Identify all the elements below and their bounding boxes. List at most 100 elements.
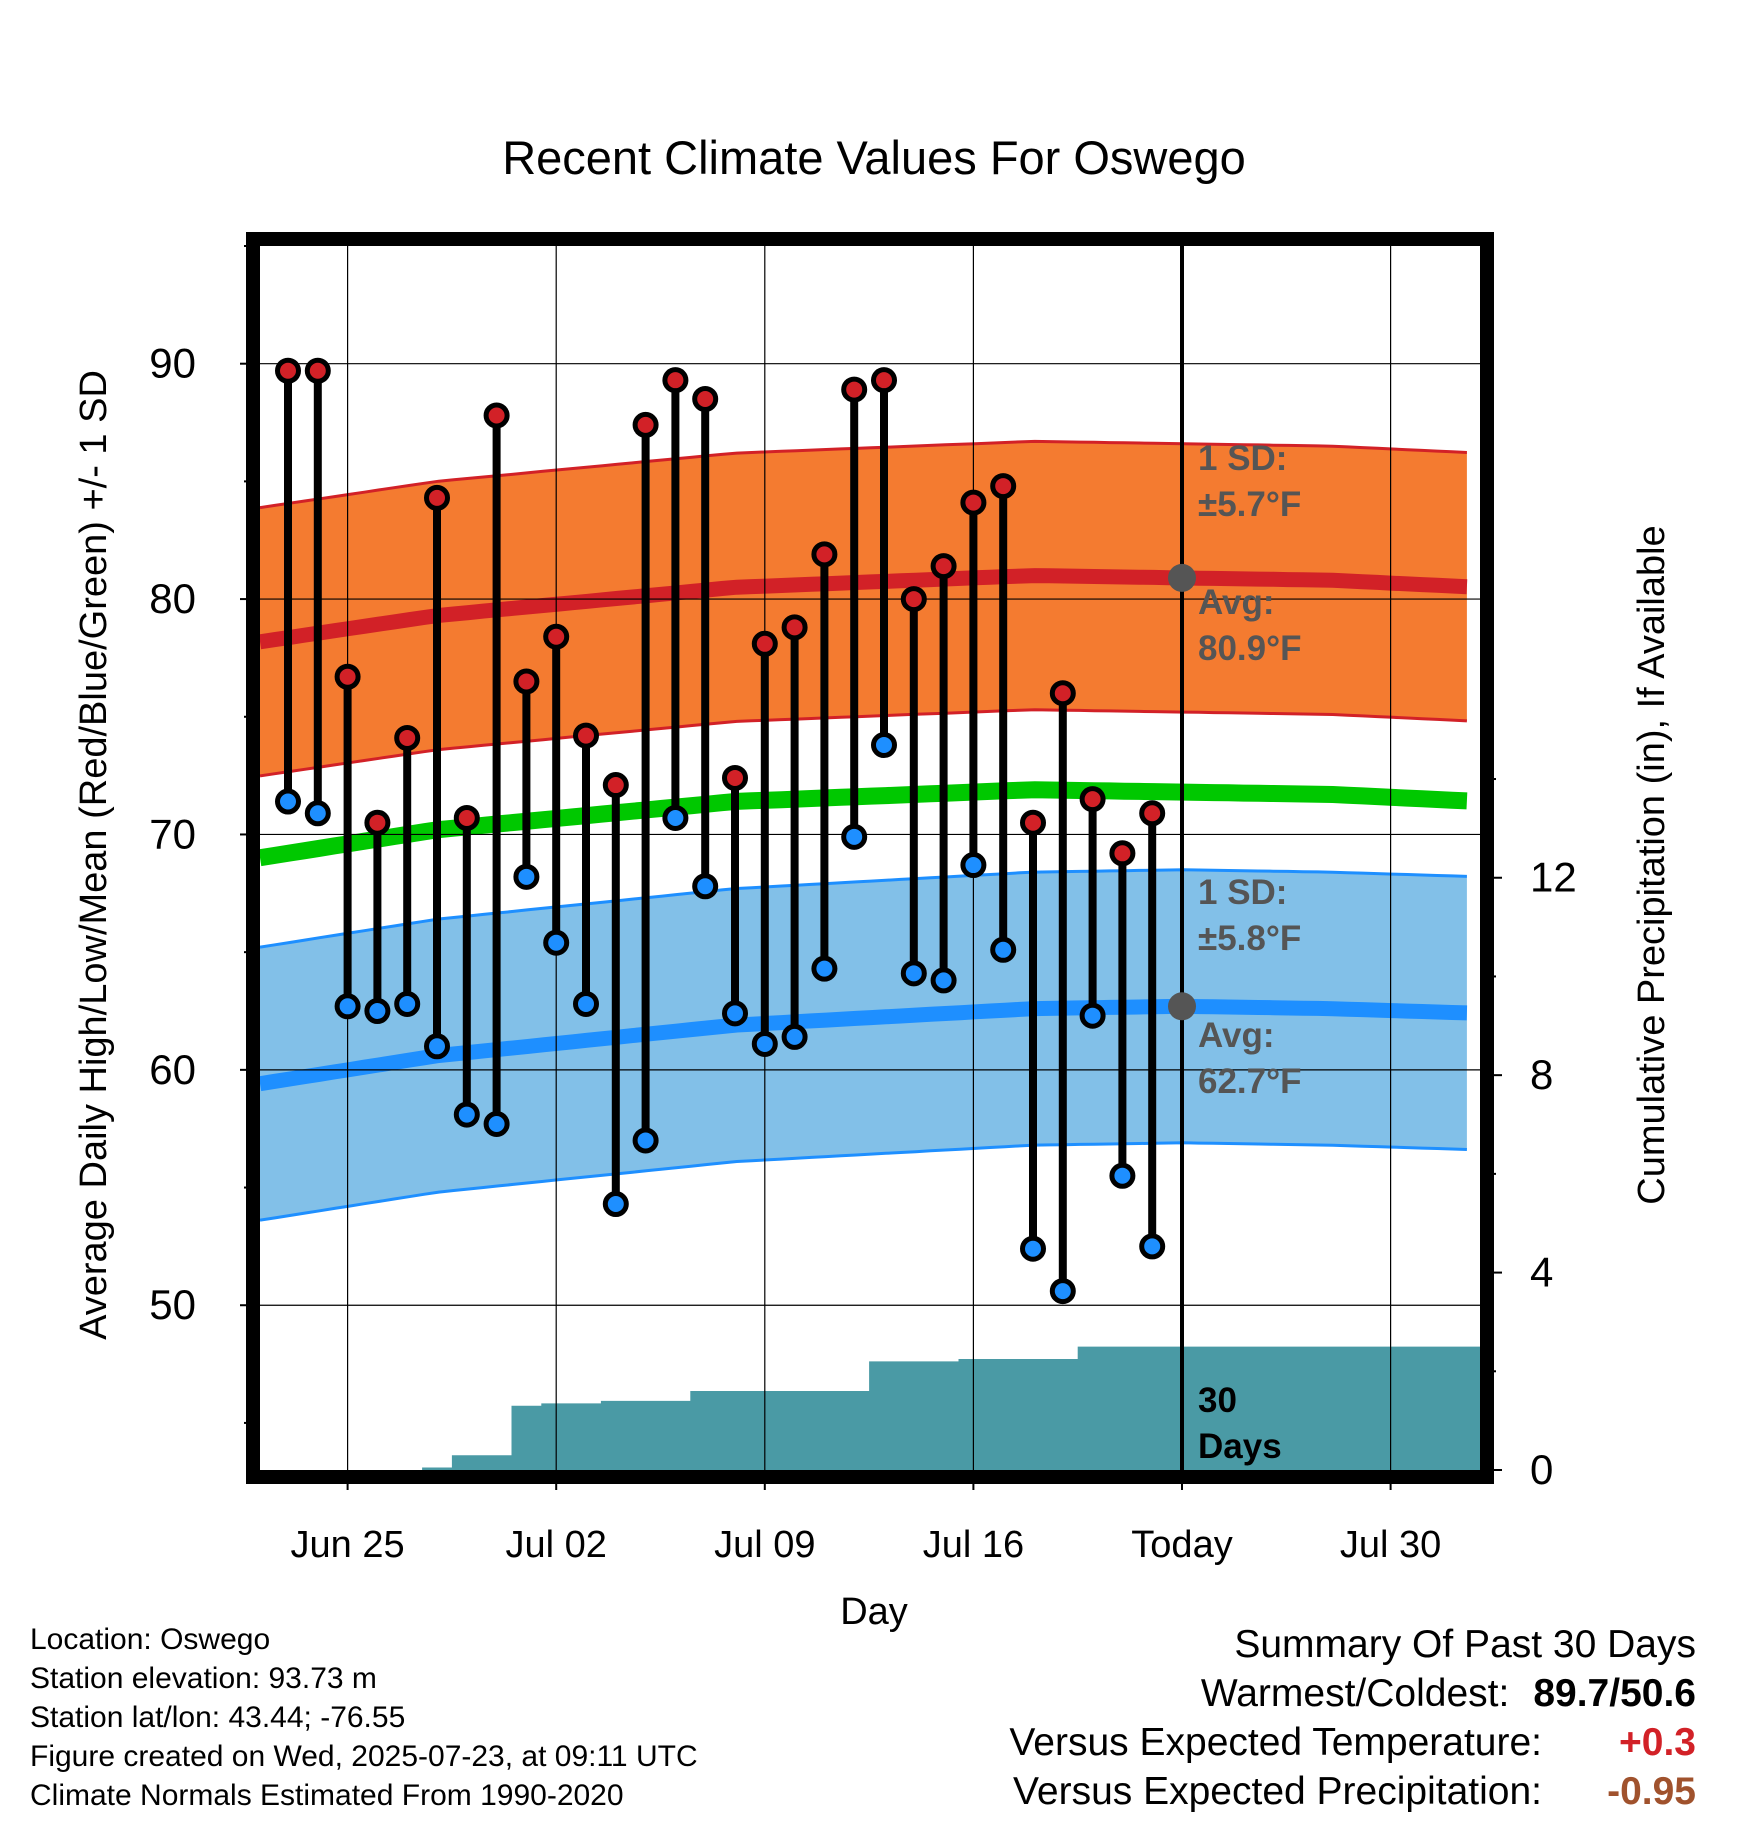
y-right-tick-label: 8	[1530, 1051, 1553, 1098]
summary-heading: Summary Of Past 30 Days	[1234, 1623, 1696, 1666]
daily-high-point	[1020, 809, 1046, 836]
high-sd-annotation-line: ±5.7°F	[1198, 485, 1301, 524]
normals-text: Climate Normals Estimated From 1990-2020	[30, 1779, 624, 1812]
latlon-text: Station lat/lon: 43.44; -76.55	[30, 1701, 406, 1734]
daily-high-point	[751, 630, 778, 657]
daily-low-point	[602, 1191, 629, 1218]
warm-cold-label: Warmest/Coldest:	[1200, 1672, 1510, 1715]
daily-high-point	[811, 541, 838, 568]
x-tick-label: Jul 02	[505, 1524, 606, 1566]
daily-low-point	[483, 1110, 510, 1137]
high-band-lower-edge	[260, 708, 1467, 778]
mean-normal-line	[260, 781, 1468, 867]
grid-layer	[260, 246, 1480, 1470]
y-tick-label: 90	[149, 340, 196, 387]
low-avg-annotation-line: Avg:	[1198, 1016, 1274, 1055]
daily-low-point	[304, 800, 331, 827]
high-band-upper-edge	[260, 439, 1467, 510]
low-sd-band	[260, 869, 1467, 1221]
daily-low-point	[334, 993, 361, 1020]
daily-low-point	[751, 1030, 778, 1057]
daily-low-point	[275, 788, 301, 815]
daily-high-point	[573, 722, 599, 749]
temp-anomaly-value: +0.3	[1619, 1721, 1696, 1764]
daily-high-point	[662, 367, 689, 394]
elevation-text: Station elevation: 93.73 m	[30, 1662, 377, 1695]
y-tick-label: 50	[149, 1281, 196, 1328]
y-tick-label: 70	[149, 810, 196, 857]
daily-low-point	[573, 990, 599, 1017]
y-axis-right-label: Cumulative Precipitation (in), If Availa…	[1631, 525, 1673, 1204]
precipitation-area	[273, 1346, 1480, 1470]
daily-high-point	[424, 484, 450, 511]
daily-high-point	[513, 668, 540, 695]
daily-high-point	[543, 623, 570, 650]
daily-high-point	[781, 614, 808, 641]
station-info: Location: Oswego Station elevation: 93.7…	[30, 1620, 698, 1815]
daily-low-point	[900, 960, 927, 987]
daily-low-point	[453, 1101, 480, 1128]
daily-low-point	[632, 1127, 659, 1154]
x-tick-label: Jul 09	[714, 1524, 815, 1566]
created-text: Figure created on Wed, 2025-07-23, at 09…	[30, 1740, 698, 1773]
axes-layer: 50 60 70 80 90 0 4 8 12 Jun 25 Jul 02 Jul 09 Jul 16 T…	[149, 232, 1577, 1566]
y-axis-label: Average Daily High/Low/Mean (Red/Blue/Gr…	[73, 370, 115, 1340]
precip-days-annotation-line: 30	[1198, 1381, 1237, 1420]
daily-low-point	[811, 955, 838, 982]
summary-panel: Summary Of Past 30 Days Warmest/Coldest:…	[1009, 1620, 1696, 1816]
high-average-line	[260, 568, 1468, 650]
low-avg-annotation-line: 62.7°F	[1198, 1062, 1302, 1101]
daily-high-point	[632, 411, 659, 438]
coldest-value: 50.6	[1620, 1672, 1696, 1715]
daily-low-point	[1109, 1162, 1136, 1189]
plot-frame	[246, 232, 1494, 1484]
high-avg-annotation-line: 80.9°F	[1198, 629, 1302, 668]
daily-low-point	[394, 990, 421, 1017]
daily-low-point	[1020, 1235, 1046, 1262]
normals-layer	[260, 439, 1480, 1470]
y-tick-label: 60	[149, 1046, 196, 1093]
daily-high-point	[483, 402, 510, 429]
low-average-line	[260, 998, 1468, 1092]
daily-high-point	[304, 357, 331, 384]
daily-low-point	[960, 852, 987, 879]
daily-high-point	[871, 367, 897, 394]
daily-low-point	[364, 998, 391, 1024]
daily-low-point	[871, 732, 897, 759]
daily-high-point	[900, 586, 927, 613]
daily-high-point	[1079, 786, 1106, 813]
daily-low-point	[990, 936, 1017, 963]
daily-low-point	[722, 1000, 748, 1027]
daily-high-point	[1109, 840, 1136, 867]
today-low-average-marker	[1168, 992, 1196, 1021]
daily-low-point	[513, 863, 540, 890]
data-layer	[275, 357, 1166, 1305]
y-right-tick-label: 4	[1530, 1249, 1553, 1296]
chart-title: Recent Climate Values For Oswego	[502, 131, 1246, 184]
daily-low-point	[1139, 1233, 1166, 1260]
daily-high-point	[602, 772, 629, 799]
x-tick-label: Jul 16	[923, 1524, 1024, 1566]
daily-low-point	[841, 823, 868, 850]
daily-high-point	[1139, 800, 1166, 827]
daily-high-point	[275, 357, 301, 384]
low-sd-annotation-line: ±5.8°F	[1198, 919, 1301, 958]
warm-cold-slash: /	[1609, 1672, 1621, 1715]
warm-cold-row: Warmest/Coldest: 89.7/50.6	[1009, 1669, 1696, 1718]
x-axis-label: Day	[840, 1591, 908, 1633]
x-tick-label: Jul 30	[1340, 1524, 1441, 1566]
daily-low-point	[424, 1033, 450, 1060]
daily-low-point	[781, 1023, 808, 1050]
low-band-lower-edge	[260, 1141, 1467, 1222]
daily-high-point	[453, 804, 480, 831]
precip-row: Versus Expected Precipitation: -0.95	[1009, 1767, 1696, 1816]
daily-high-point	[394, 724, 421, 751]
daily-high-point	[722, 764, 748, 791]
x-tick-label: Jun 25	[291, 1524, 405, 1566]
daily-high-point	[990, 473, 1017, 500]
today-high-average-marker	[1168, 563, 1196, 592]
daily-low-point	[1079, 1002, 1106, 1029]
daily-low-point	[692, 873, 719, 900]
x-tick-label: Today	[1131, 1524, 1232, 1566]
